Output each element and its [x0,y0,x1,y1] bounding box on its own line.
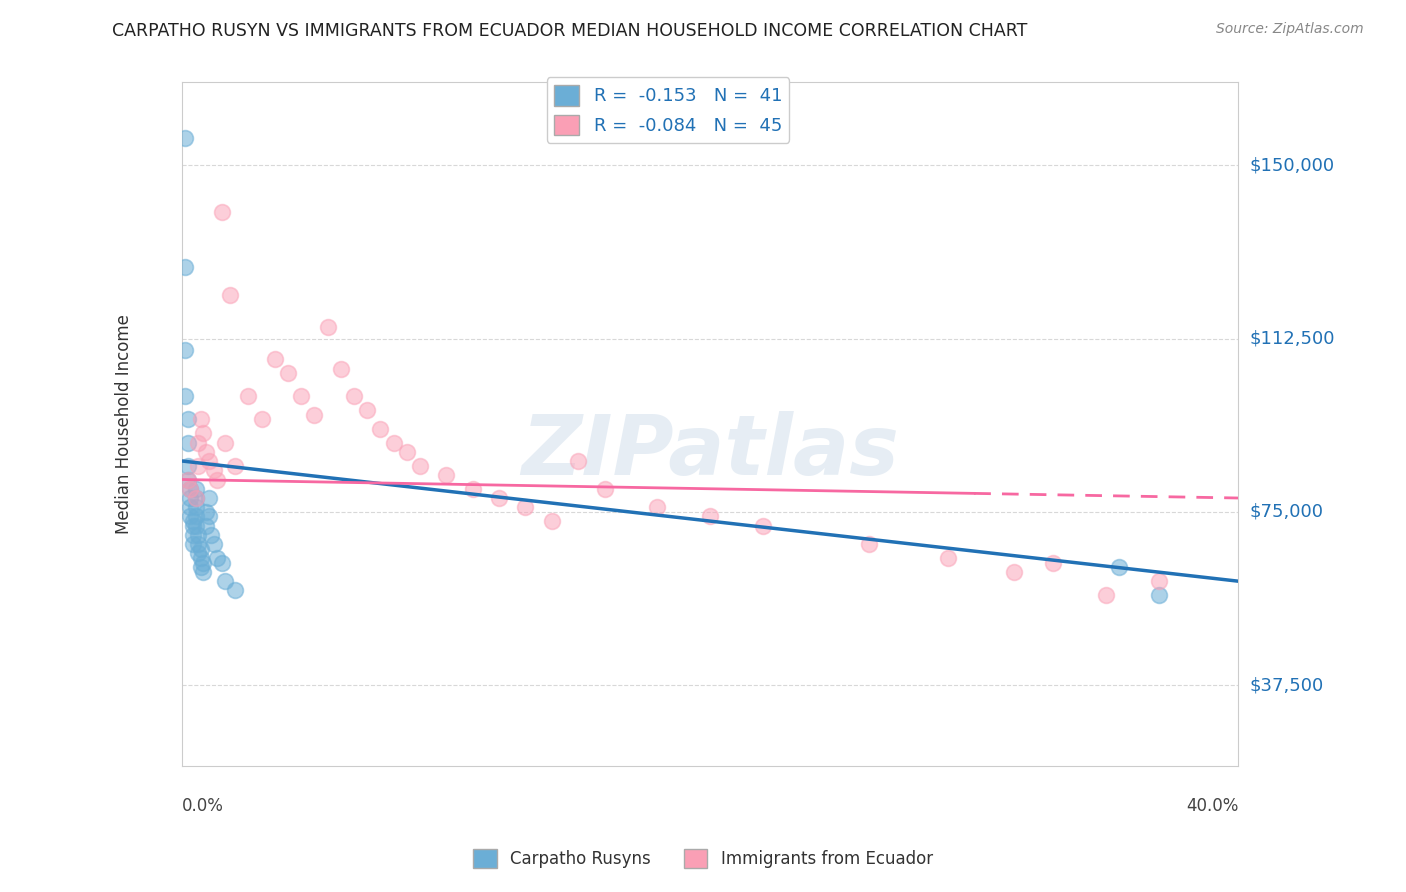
Point [179,482,201,496]
Point [195,445,218,459]
Point [1095,588,1118,602]
Point [434,467,457,482]
Point [174,389,197,403]
Point [304,408,326,422]
Point [174,343,197,358]
Point [187,528,209,542]
Legend: R =  -0.153   N =  41, R =  -0.084   N =  45: R = -0.153 N = 41, R = -0.084 N = 45 [547,78,789,143]
Text: ZIPatlas: ZIPatlas [522,411,900,491]
Point [184,518,207,533]
Point [184,500,207,515]
Point [488,491,510,505]
Point [699,509,721,524]
Point [250,412,273,426]
Point [197,454,219,468]
Point [193,556,215,570]
Point [202,463,225,477]
Point [200,528,222,542]
Point [179,491,201,505]
Point [174,130,197,145]
Text: $112,500: $112,500 [1250,330,1334,348]
Legend: Carpatho Rusyns, Immigrants from Ecuador: Carpatho Rusyns, Immigrants from Ecuador [467,842,939,875]
Point [176,412,198,426]
Point [179,500,201,515]
Point [329,361,352,376]
Point [224,458,246,473]
Point [593,482,616,496]
Point [368,422,391,436]
Point [181,528,204,542]
Text: Median Household Income: Median Household Income [115,314,134,534]
Point [263,352,285,367]
Point [214,574,236,589]
Point [184,482,207,496]
Point [193,565,215,579]
Point [174,260,197,274]
Point [211,556,233,570]
Point [541,514,564,528]
Point [290,389,312,403]
Point [515,500,537,515]
Point [197,491,219,505]
Point [176,435,198,450]
Text: $150,000: $150,000 [1250,156,1334,174]
Point [195,518,218,533]
Point [858,537,880,551]
Point [190,412,212,426]
Point [277,366,299,380]
Point [184,509,207,524]
Point [343,389,366,403]
Point [179,509,201,524]
Point [567,454,589,468]
Point [1147,588,1170,602]
Point [181,537,204,551]
Point [190,560,212,574]
Point [202,537,225,551]
Point [647,500,669,515]
Point [382,435,405,450]
Point [211,204,233,219]
Text: $37,500: $37,500 [1250,676,1323,694]
Point [187,537,209,551]
Point [1108,560,1130,574]
Point [1147,574,1170,589]
Point [409,458,432,473]
Point [181,514,204,528]
Point [224,583,246,598]
Point [218,287,240,301]
Point [238,389,260,403]
Text: 0.0%: 0.0% [183,797,224,814]
Point [176,458,198,473]
Point [176,473,198,487]
Text: Source: ZipAtlas.com: Source: ZipAtlas.com [1216,22,1364,37]
Point [195,505,218,519]
Point [752,518,775,533]
Point [176,473,198,487]
Point [190,541,212,556]
Point [181,518,204,533]
Point [461,482,484,496]
Point [205,473,228,487]
Point [936,551,959,566]
Point [184,491,207,505]
Point [1002,565,1025,579]
Text: CARPATHO RUSYN VS IMMIGRANTS FROM ECUADOR MEDIAN HOUSEHOLD INCOME CORRELATION CH: CARPATHO RUSYN VS IMMIGRANTS FROM ECUADO… [112,22,1028,40]
Point [205,551,228,566]
Point [197,509,219,524]
Point [190,551,212,566]
Point [187,546,209,560]
Point [179,482,201,496]
Point [187,458,209,473]
Point [356,403,378,417]
Point [316,320,339,334]
Point [184,491,207,505]
Point [193,426,215,441]
Text: 40.0%: 40.0% [1185,797,1239,814]
Point [214,435,236,450]
Point [395,445,418,459]
Text: $75,000: $75,000 [1250,503,1323,521]
Point [187,435,209,450]
Point [1042,556,1064,570]
